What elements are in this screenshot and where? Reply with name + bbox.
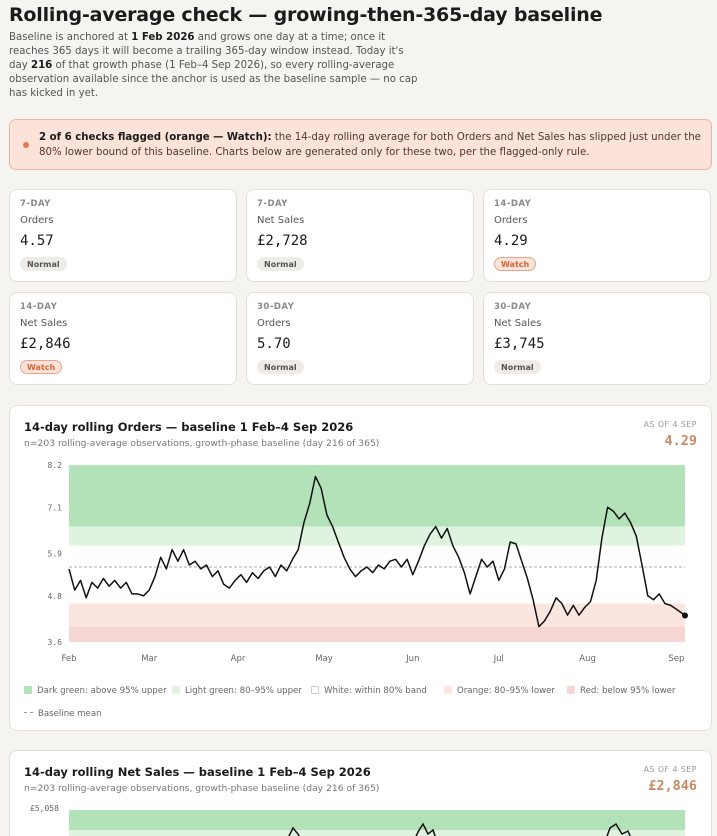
metric-card: 14-DAY Net Sales £2,846 Watch [9, 292, 237, 385]
flag-alert: 2 of 6 checks flagged (orange — Watch): … [9, 119, 712, 170]
metric-card: 7-DAY Net Sales £2,728 Normal [246, 189, 474, 282]
status-badge: Normal [257, 360, 304, 374]
alert-body: the 14-day rolling average for both Orde… [39, 132, 701, 158]
band-above-95-upper [69, 465, 685, 527]
chart-subtitle: n=203 rolling-average observations, grow… [24, 438, 380, 449]
intro-text-2: and grows one day at a time; once it rea… [9, 32, 404, 71]
current-value: 4.29 [664, 433, 697, 449]
legend-dark-green: Dark green: above 95% upper [24, 686, 167, 696]
alert-message: 2 of 6 checks flagged (orange — Watch): … [39, 130, 704, 160]
legend-swatch-orange [444, 686, 452, 694]
card-metric: Net Sales [20, 318, 68, 329]
card-period: 7-DAY [20, 199, 51, 209]
card-value: 5.70 [257, 336, 291, 352]
card-metric: Orders [494, 215, 528, 226]
card-period: 30-DAY [494, 302, 532, 312]
intro-text-3: of that growth phase (1 Feb–4 Sep 2026),… [9, 60, 418, 99]
alert-dot-icon [23, 142, 29, 148]
x-tick-label: Aug [579, 654, 596, 664]
as-of-label: AS OF 4 SEP [643, 420, 697, 429]
x-tick-label: Mar [141, 654, 158, 664]
current-value: £2,846 [648, 778, 697, 794]
x-tick-label: Apr [231, 654, 246, 664]
legend-label: Light green: 80–95% upper [185, 686, 302, 696]
band-above-95-upper [69, 810, 685, 830]
y-tick-label: 3.6 [48, 638, 63, 647]
orders-series-line [68, 475, 686, 628]
metric-card: 7-DAY Orders 4.57 Normal [9, 189, 237, 282]
alert-bold: 2 of 6 checks flagged (orange — Watch): [39, 132, 272, 143]
card-period: 14-DAY [20, 302, 58, 312]
legend-label: White: within 80% band [324, 686, 427, 696]
card-period: 14-DAY [494, 199, 532, 209]
status-badge: Normal [20, 257, 67, 271]
status-badge: Watch [494, 257, 537, 271]
metric-card: 30-DAY Orders 5.70 Normal [246, 292, 474, 385]
current-point [682, 612, 688, 619]
y-tick-label: £5,058 [30, 804, 59, 813]
card-metric: Orders [20, 215, 54, 226]
legend-white: White: within 80% band [311, 686, 427, 696]
page-title: Rolling-average check — growing-then-365… [9, 4, 603, 26]
net-sales-chart-panel: 14-day rolling Net Sales — baseline 1 Fe… [9, 750, 712, 836]
orders-chart-panel: 14-day rolling Orders — baseline 1 Feb–4… [9, 405, 712, 731]
x-tick-label: Jul [493, 654, 504, 664]
status-badge: Normal [257, 257, 304, 271]
legend-label: Red: below 95% lower [580, 686, 676, 696]
chart-title: 14-day rolling Net Sales — baseline 1 Fe… [24, 765, 371, 779]
y-tick-label: 4.8 [48, 592, 63, 601]
net-sales-line-chart [69, 810, 685, 836]
card-value: £2,846 [20, 336, 71, 352]
intro-anchor-date: 1 Feb 2026 [131, 32, 195, 43]
intro-text-1: Baseline is anchored at [9, 32, 132, 43]
legend-swatch-dark-green [24, 686, 32, 694]
legend-red: Red: below 95% lower [567, 686, 675, 696]
intro-paragraph: Baseline is anchored at 1 Feb 2026 and g… [9, 31, 421, 101]
legend-light-green: Light green: 80–95% upper [172, 686, 302, 696]
status-badge: Watch [20, 360, 63, 374]
legend-swatch-red [567, 686, 575, 694]
card-value: £2,728 [257, 233, 308, 249]
card-period: 30-DAY [257, 302, 295, 312]
metric-card: 14-DAY Orders 4.29 Watch [483, 189, 711, 282]
card-value: 4.57 [20, 233, 54, 249]
legend-mean: Baseline mean [24, 709, 102, 719]
card-period: 7-DAY [257, 199, 288, 209]
band-80-95-upper [69, 526, 685, 546]
net-sales-series-line [288, 822, 631, 836]
intro-day-count: 216 [30, 60, 53, 71]
as-of-label: AS OF 4 SEP [643, 765, 697, 774]
card-value: 4.29 [494, 233, 528, 249]
x-tick-label: Sep [668, 654, 684, 664]
legend-label: Orange: 80–95% lower [457, 686, 555, 696]
y-tick-label: 5.9 [48, 550, 63, 559]
x-tick-label: Feb [61, 654, 76, 664]
band-80-95-lower [69, 603, 685, 627]
y-tick-label: 7.1 [48, 503, 63, 512]
legend-label: Baseline mean [38, 709, 102, 719]
legend-label: Dark green: above 95% upper [37, 686, 167, 696]
card-value: £3,745 [494, 336, 545, 352]
legend-swatch-white [311, 686, 319, 694]
x-tick-label: May [315, 654, 333, 664]
orders-line-chart: 3.6 4.8 5.9 7.1 8.2 Feb Mar Apr May Jun Jul Aug Sep [48, 461, 688, 664]
card-metric: Net Sales [257, 215, 305, 226]
chart-subtitle: n=203 rolling-average observations, grow… [24, 783, 380, 794]
chart-title: 14-day rolling Orders — baseline 1 Feb–4… [24, 420, 354, 434]
legend-orange: Orange: 80–95% lower [444, 686, 555, 696]
band-within-80 [69, 545, 685, 604]
card-metric: Net Sales [494, 318, 542, 329]
x-tick-label: Jun [405, 654, 419, 664]
band-below-95-lower [69, 626, 685, 642]
y-tick-label: 8.2 [48, 461, 63, 470]
legend-swatch-light-green [172, 686, 180, 694]
band-80-95-upper [69, 830, 685, 836]
metric-card: 30-DAY Net Sales £3,745 Normal [483, 292, 711, 385]
status-badge: Normal [494, 360, 541, 374]
card-metric: Orders [257, 318, 291, 329]
legend-dash-mean [24, 712, 33, 713]
